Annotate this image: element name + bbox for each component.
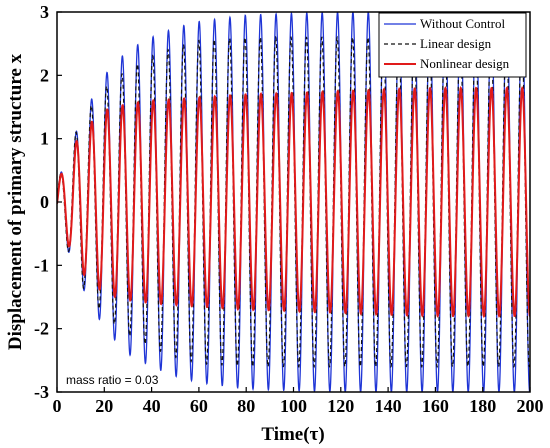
x-tick-label: 100 xyxy=(280,396,307,416)
x-tick-label: 20 xyxy=(95,396,113,416)
mass-ratio-annotation: mass ratio = 0.03 xyxy=(66,373,159,387)
y-axis-title: Displacement of primary structure x xyxy=(5,53,26,350)
y-tick-label: 3 xyxy=(40,2,49,22)
x-tick-label: 80 xyxy=(237,396,255,416)
x-tick-label: 140 xyxy=(375,396,402,416)
legend: Without Control Linear design Nonlinear … xyxy=(378,12,527,78)
y-tick-label: -1 xyxy=(34,255,49,275)
x-axis-title: Time(τ) xyxy=(261,424,324,445)
y-tick-label: -2 xyxy=(34,319,49,339)
x-tick-label: 60 xyxy=(190,396,208,416)
series-layer xyxy=(57,12,530,392)
x-tick-label: 0 xyxy=(53,396,62,416)
y-tick-label: 0 xyxy=(40,192,49,212)
y-tick-label: -3 xyxy=(34,382,49,402)
ticks-layer: 0 20 40 60 80 100 120 140 160 180 200 -3 -2 -1 0 1 2 3 xyxy=(34,2,544,416)
legend-label-without-control: Without Control xyxy=(420,16,505,31)
x-tick-label: 160 xyxy=(422,396,449,416)
y-tick-label: 1 xyxy=(40,129,49,149)
legend-label-nonlinear-design: Nonlinear design xyxy=(420,56,510,71)
x-tick-label: 120 xyxy=(327,396,354,416)
x-tick-label: 40 xyxy=(143,396,161,416)
y-tick-label: 2 xyxy=(40,65,49,85)
series-line-linear-design xyxy=(57,35,530,369)
series-line-nonlinear-design xyxy=(57,85,530,319)
x-tick-label: 200 xyxy=(517,396,544,416)
x-tick-label: 180 xyxy=(469,396,496,416)
legend-label-linear-design: Linear design xyxy=(420,36,492,51)
